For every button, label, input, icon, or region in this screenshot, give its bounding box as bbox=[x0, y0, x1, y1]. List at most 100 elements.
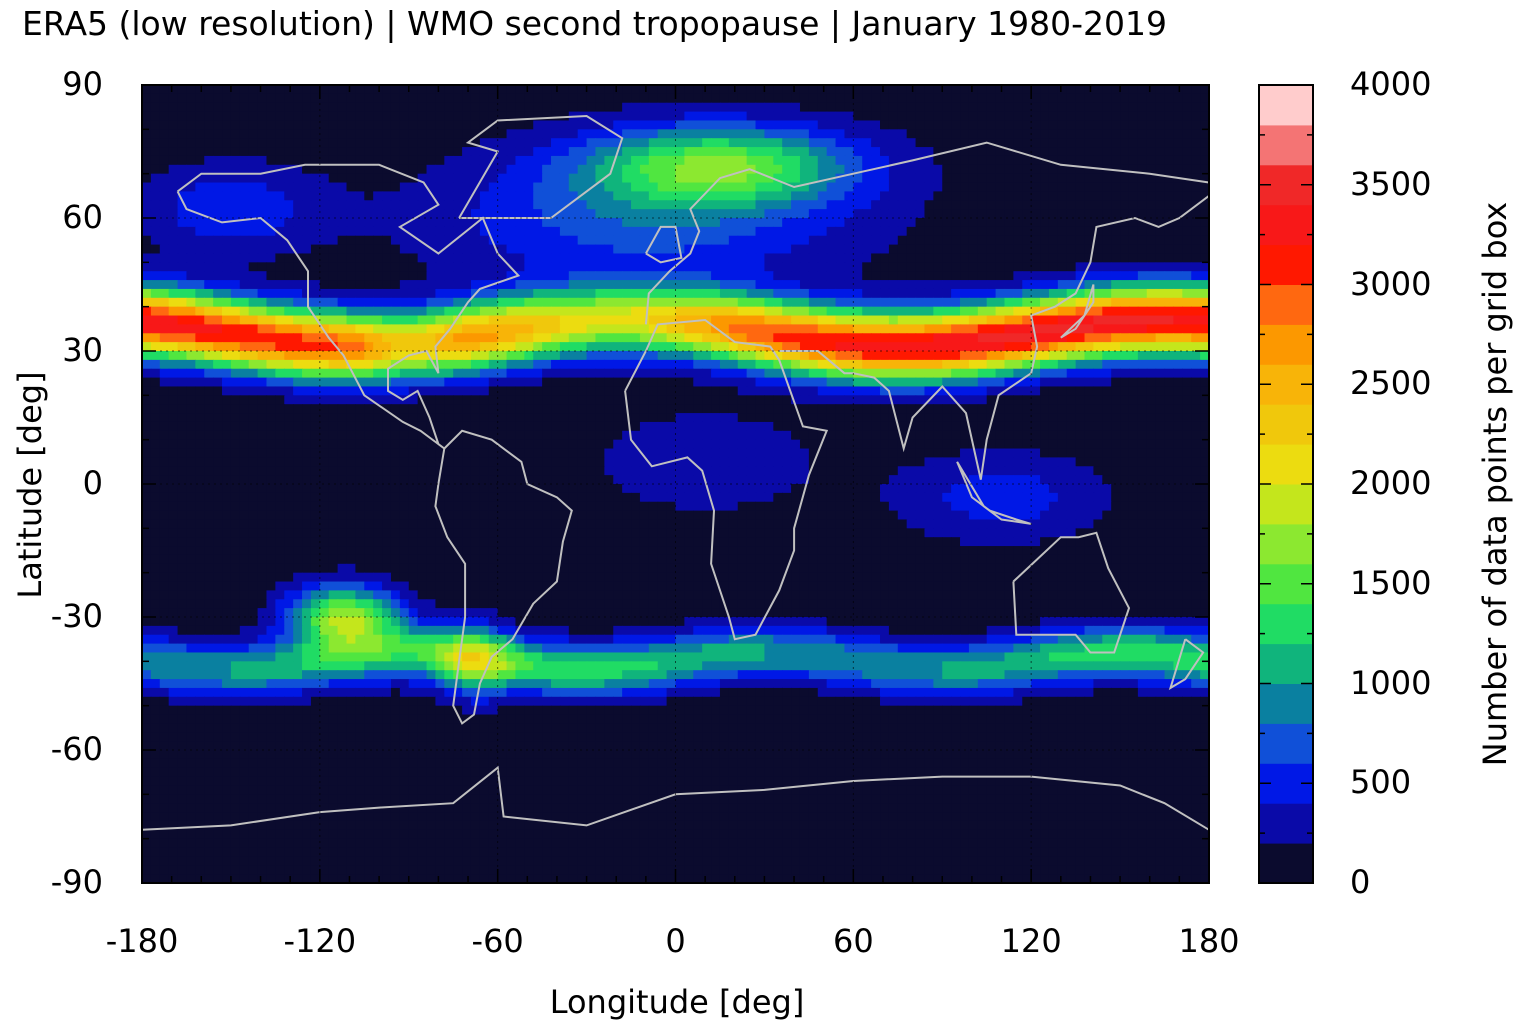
grid-cell bbox=[1182, 342, 1192, 352]
grid-cell bbox=[755, 182, 766, 192]
grid-cell bbox=[204, 439, 214, 450]
grid-cell bbox=[880, 413, 890, 423]
grid-cell bbox=[524, 324, 534, 334]
grid-cell bbox=[666, 262, 677, 272]
grid-cell bbox=[186, 377, 196, 388]
grid-cell bbox=[1128, 413, 1139, 423]
grid-cell bbox=[586, 253, 597, 263]
grid-cell bbox=[453, 164, 463, 175]
grid-cell bbox=[1102, 93, 1112, 104]
grid-cell bbox=[515, 430, 525, 441]
grid-cell bbox=[186, 333, 196, 343]
grid-cell bbox=[711, 173, 721, 184]
grid-cell bbox=[702, 386, 712, 396]
grid-cell bbox=[1048, 191, 1059, 201]
grid-cell bbox=[862, 342, 872, 352]
grid-cell bbox=[488, 333, 499, 343]
grid-cell bbox=[764, 253, 774, 263]
grid-cell bbox=[1057, 138, 1068, 148]
grid-cell bbox=[462, 288, 472, 299]
grid-cell bbox=[631, 102, 641, 113]
grid-cell bbox=[204, 155, 214, 166]
grid-cell bbox=[533, 377, 543, 388]
grid-cell bbox=[355, 324, 365, 334]
grid-cell bbox=[373, 218, 383, 228]
grid-cell bbox=[1057, 439, 1068, 450]
grid-cell bbox=[488, 147, 499, 157]
grid-cell bbox=[862, 333, 872, 343]
grid-cell bbox=[933, 120, 943, 130]
grid-cell bbox=[453, 306, 463, 317]
grid-cell bbox=[195, 200, 205, 210]
grid-cell bbox=[675, 271, 685, 281]
grid-cell bbox=[559, 306, 570, 317]
grid-cell bbox=[435, 368, 445, 379]
grid-cell bbox=[1102, 173, 1112, 184]
grid-cell bbox=[1164, 280, 1175, 290]
grid-cell bbox=[728, 93, 739, 104]
grid-cell bbox=[239, 164, 250, 175]
grid-cell bbox=[382, 421, 392, 432]
grid-cell bbox=[1164, 439, 1175, 450]
grid-cell bbox=[195, 430, 205, 441]
grid-cell bbox=[1013, 324, 1023, 334]
grid-cell bbox=[613, 368, 623, 379]
grid-cell bbox=[1200, 226, 1210, 237]
grid-cell bbox=[1040, 129, 1050, 139]
grid-cell bbox=[470, 226, 481, 237]
grid-cell bbox=[186, 395, 196, 405]
grid-cell bbox=[986, 421, 997, 432]
grid-cell bbox=[284, 280, 294, 290]
grid-cell bbox=[1075, 324, 1086, 334]
grid-cell bbox=[462, 191, 472, 201]
grid-cell bbox=[871, 147, 881, 157]
grid-cell bbox=[488, 342, 499, 352]
grid-cell bbox=[808, 253, 819, 263]
grid-cell bbox=[257, 377, 268, 388]
grid-cell bbox=[1084, 306, 1095, 317]
grid-cell bbox=[666, 218, 677, 228]
grid-cell bbox=[960, 85, 970, 95]
grid-cell bbox=[559, 271, 570, 281]
grid-cell bbox=[586, 235, 597, 246]
grid-cell bbox=[871, 182, 881, 192]
grid-cell bbox=[719, 182, 730, 192]
grid-cell bbox=[159, 288, 170, 299]
grid-cell bbox=[595, 147, 605, 157]
grid-cell bbox=[995, 404, 1006, 414]
grid-cell bbox=[764, 404, 774, 414]
grid-cell bbox=[622, 182, 632, 192]
grid-cell bbox=[684, 120, 694, 130]
grid-cell bbox=[666, 209, 677, 219]
grid-cell bbox=[1093, 288, 1103, 299]
grid-cell bbox=[524, 200, 534, 210]
grid-cell bbox=[586, 368, 597, 379]
grid-cell bbox=[1004, 413, 1014, 423]
grid-cell bbox=[159, 138, 170, 148]
grid-cell bbox=[746, 386, 757, 396]
grid-cell bbox=[933, 138, 943, 148]
grid-cell bbox=[1120, 218, 1130, 228]
grid-cell bbox=[1137, 226, 1148, 237]
grid-cell bbox=[977, 359, 988, 370]
grid-cell bbox=[1022, 315, 1032, 325]
grid-cell bbox=[257, 147, 268, 157]
grid-cell bbox=[257, 271, 268, 281]
grid-cell bbox=[951, 288, 961, 299]
grid-cell bbox=[1075, 253, 1086, 263]
grid-cell bbox=[319, 155, 330, 166]
grid-cell bbox=[177, 377, 188, 388]
grid-cell bbox=[266, 200, 276, 210]
grid-cell bbox=[1102, 226, 1112, 237]
grid-cell bbox=[746, 413, 757, 423]
grid-cell bbox=[817, 271, 828, 281]
grid-cell bbox=[666, 324, 677, 334]
grid-cell bbox=[213, 324, 223, 334]
grid-cell bbox=[737, 93, 748, 104]
grid-cell bbox=[142, 333, 152, 343]
grid-cell bbox=[213, 262, 223, 272]
grid-cell bbox=[177, 324, 188, 334]
grid-cell bbox=[337, 182, 348, 192]
grid-cell bbox=[337, 235, 348, 246]
grid-cell bbox=[1048, 404, 1059, 414]
